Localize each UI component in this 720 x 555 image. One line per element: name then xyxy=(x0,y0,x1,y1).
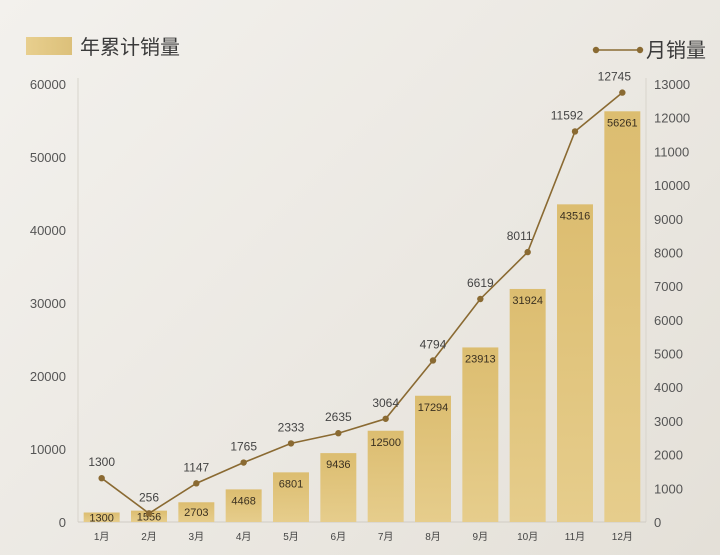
legend-line-marker-start xyxy=(592,46,600,54)
bar-data-label: 6801 xyxy=(279,478,303,490)
category-label: 8月 xyxy=(425,531,441,543)
line-data-label: 1147 xyxy=(183,460,209,474)
line-data-label: 3064 xyxy=(372,396,399,410)
category-label: 2月 xyxy=(141,531,157,543)
bar xyxy=(225,489,262,522)
line-point xyxy=(335,430,342,437)
right-tick-label: 9000 xyxy=(654,212,683,227)
bar-data-label: 2703 xyxy=(184,507,208,519)
bar xyxy=(178,502,215,522)
line-point xyxy=(524,248,531,256)
line-point xyxy=(477,295,484,303)
line-point xyxy=(429,357,437,364)
line-point xyxy=(193,480,200,487)
category-label: 6月 xyxy=(331,531,347,543)
bar xyxy=(415,395,451,522)
legend-line-marker-end xyxy=(636,46,644,54)
line-point xyxy=(382,415,389,422)
right-tick-label: 2000 xyxy=(654,448,683,463)
category-label: 12月 xyxy=(612,531,633,543)
legend-line: 月销量 xyxy=(592,38,706,62)
right-tick-label: 12000 xyxy=(654,111,690,126)
bar xyxy=(320,453,357,522)
line-data-label: 2333 xyxy=(278,420,305,434)
line-data-label: 8011 xyxy=(507,229,533,243)
bar-series xyxy=(83,111,641,523)
line-data-label: 11592 xyxy=(551,108,584,122)
bar-data-label: 12500 xyxy=(370,437,401,449)
category-label: 9月 xyxy=(473,531,489,543)
right-tick-label: 11000 xyxy=(654,144,689,159)
category-label: 11月 xyxy=(565,531,585,543)
category-label: 3月 xyxy=(189,531,205,543)
right-tick-label: 7000 xyxy=(654,279,683,294)
left-tick-label: 30000 xyxy=(30,296,66,311)
bar-data-label: 9436 xyxy=(326,459,350,471)
legend-line-label: 月销量 xyxy=(646,38,706,62)
bar xyxy=(557,204,593,523)
line-data-label: 1765 xyxy=(230,440,257,454)
line-path xyxy=(101,91,623,515)
right-tick-label: 4000 xyxy=(654,380,683,395)
bar xyxy=(83,512,120,522)
right-tick-label: 10000 xyxy=(654,178,690,193)
category-label: 10月 xyxy=(517,531,538,543)
line-data-label: 4794 xyxy=(420,337,447,351)
bar xyxy=(273,472,309,522)
legend-bar: 年累计销量 xyxy=(26,35,180,59)
bar-data-label: 56261 xyxy=(607,117,638,129)
bar-data-label: 23913 xyxy=(465,353,496,365)
category-labels: 1月 2月 3月 4月 5月 6月 7月 8月 9月 10月 11月 12月 xyxy=(94,531,633,543)
right-axis-ticks: 0 1000 2000 3000 4000 5000 6000 7000 8000 9000 100… xyxy=(654,77,690,530)
line-point xyxy=(571,128,579,135)
bar-data-labels: 1300 1556 2703 4468 6801 9436 12500 17294 23913 3… xyxy=(89,117,637,524)
line-data-label: 12745 xyxy=(598,70,632,84)
bar-data-label: 43516 xyxy=(560,210,591,222)
left-tick-label: 60000 xyxy=(30,77,66,92)
category-label: 7月 xyxy=(378,531,394,543)
category-label: 4月 xyxy=(236,531,252,543)
bar xyxy=(367,430,404,522)
line-data-label: 1300 xyxy=(88,455,115,469)
line-point xyxy=(619,89,626,96)
right-tick-label: 0 xyxy=(654,515,661,530)
bar-data-label: 1556 xyxy=(137,511,161,523)
bar-data-label: 4468 xyxy=(231,495,255,507)
left-tick-label: 50000 xyxy=(30,150,66,165)
line-point xyxy=(240,459,247,466)
right-tick-label: 5000 xyxy=(654,347,683,362)
right-tick-label: 13000 xyxy=(654,77,690,92)
left-tick-label: 0 xyxy=(59,515,66,530)
line-data-label: 256 xyxy=(139,490,159,504)
line-data-label: 2635 xyxy=(325,410,352,424)
right-tick-label: 3000 xyxy=(654,414,683,429)
left-tick-label: 10000 xyxy=(30,442,66,457)
left-axis-ticks: 0 10000 20000 30000 40000 50000 60000 xyxy=(30,77,66,530)
line-point xyxy=(287,440,295,447)
line-point xyxy=(98,475,105,482)
line-point xyxy=(145,510,153,517)
left-tick-label: 20000 xyxy=(30,369,66,384)
bar-data-label: 17294 xyxy=(418,402,449,414)
bar-data-label: 1300 xyxy=(89,512,113,524)
right-tick-label: 6000 xyxy=(654,313,683,328)
bar xyxy=(509,288,546,522)
legend-bar-swatch xyxy=(26,37,72,55)
line-data-labels: 1300 256 1147 1765 2333 2635 3064 4794 6619 8011 1… xyxy=(88,70,631,505)
legend-bar-label: 年累计销量 xyxy=(80,35,180,59)
right-tick-label: 1000 xyxy=(654,481,683,496)
bar xyxy=(462,347,499,522)
line-data-label: 6619 xyxy=(467,276,494,290)
category-label: 1月 xyxy=(94,531,110,543)
line-series xyxy=(98,89,626,517)
right-tick-label: 8000 xyxy=(654,245,683,260)
bar-data-label: 31924 xyxy=(512,295,543,307)
category-label: 5月 xyxy=(283,531,299,543)
left-tick-label: 40000 xyxy=(30,223,66,238)
bar xyxy=(604,111,641,522)
